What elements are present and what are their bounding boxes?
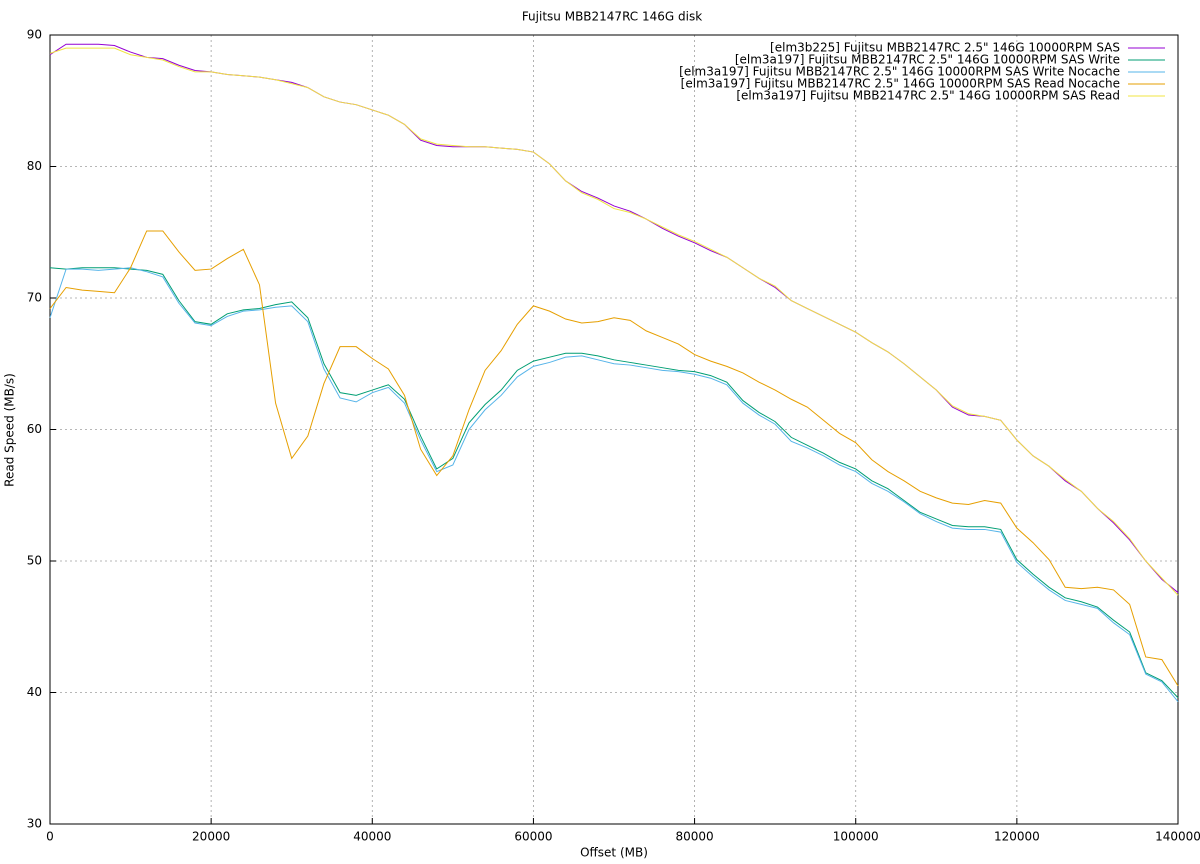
y-tick-label: 40 (27, 685, 42, 699)
x-axis-label: Offset (MB) (580, 846, 648, 860)
legend-label: [elm3a197] Fujitsu MBB2147RC 2.5" 146G 1… (679, 65, 1120, 79)
series-line (49, 47, 1179, 596)
series-line (49, 267, 1179, 699)
x-tick-label: 60000 (514, 830, 552, 844)
y-tick-label: 50 (27, 554, 42, 568)
x-tick-label: 100000 (833, 830, 879, 844)
plot-border (49, 34, 1179, 825)
series-line (49, 267, 1179, 703)
y-tick-label: 80 (27, 159, 42, 173)
legend-label: [elm3a197] Fujitsu MBB2147RC 2.5" 146G 1… (735, 53, 1120, 67)
y-tick-label: 90 (27, 28, 42, 42)
series-line (49, 43, 1179, 593)
legend-label: [elm3a197] Fujitsu MBB2147RC 2.5" 146G 1… (681, 77, 1120, 91)
y-tick-label: 70 (27, 291, 42, 305)
x-tick-label: 80000 (675, 830, 713, 844)
x-tick-label: 40000 (353, 830, 391, 844)
y-tick-label: 60 (27, 422, 42, 436)
x-tick-label: 120000 (994, 830, 1040, 844)
x-tick-label: 20000 (192, 830, 230, 844)
series-line (49, 230, 1179, 687)
legend-label: [elm3a197] Fujitsu MBB2147RC 2.5" 146G 1… (736, 89, 1120, 103)
y-tick-label: 30 (27, 817, 42, 831)
y-axis-label: Read Speed (MB/s) (3, 373, 17, 487)
legend-label: [elm3b225] Fujitsu MBB2147RC 2.5" 146G 1… (770, 41, 1120, 55)
chart-title: Fujitsu MBB2147RC 146G disk (522, 10, 702, 24)
x-tick-label: 0 (46, 830, 54, 844)
x-tick-label: 140000 (1155, 830, 1200, 844)
